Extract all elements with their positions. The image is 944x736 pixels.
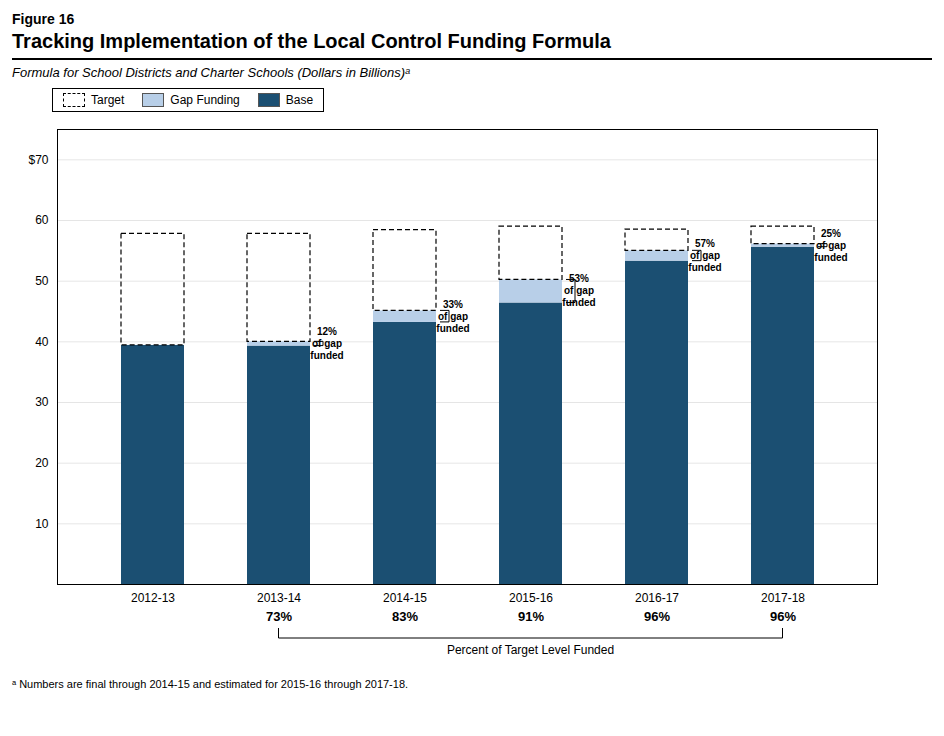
svg-text:96%: 96% bbox=[770, 609, 796, 624]
svg-text:73%: 73% bbox=[266, 609, 292, 624]
svg-text:2015-16: 2015-16 bbox=[509, 591, 553, 605]
svg-text:40: 40 bbox=[35, 335, 49, 349]
svg-text:2013-14: 2013-14 bbox=[257, 591, 301, 605]
svg-text:2017-18: 2017-18 bbox=[761, 591, 805, 605]
svg-text:25%of gapfunded: 25%of gapfunded bbox=[814, 228, 847, 263]
svg-text:10: 10 bbox=[35, 517, 49, 531]
svg-text:2016-17: 2016-17 bbox=[635, 591, 679, 605]
svg-text:53%of gapfunded: 53%of gapfunded bbox=[562, 273, 595, 308]
svg-text:50: 50 bbox=[35, 274, 49, 288]
html-text:Figure 16: Figure 16 bbox=[12, 11, 75, 27]
svg-text:30: 30 bbox=[35, 395, 49, 409]
html-text:Formula for School Districts a: Formula for School Districts and Charter… bbox=[12, 65, 410, 80]
html-text:Tracking Implementation of the: Tracking Implementation of the Local Con… bbox=[12, 30, 611, 52]
svg-text:33%of gapfunded: 33%of gapfunded bbox=[436, 299, 469, 334]
html-text:Target: Target bbox=[91, 93, 125, 107]
svg-text:2012-13: 2012-13 bbox=[131, 591, 175, 605]
html-text:ᵃ Numbers are final through 20: ᵃ Numbers are final through 2014-15 and … bbox=[12, 678, 409, 690]
svg-text:20: 20 bbox=[35, 456, 49, 470]
html-text:Gap Funding: Gap Funding bbox=[170, 93, 240, 107]
html-text:Base: Base bbox=[285, 93, 314, 107]
svg-text:57%of gapfunded: 57%of gapfunded bbox=[688, 238, 721, 273]
svg-text:12%of gapfunded: 12%of gapfunded bbox=[310, 326, 343, 361]
svg-text:$70: $70 bbox=[28, 153, 48, 167]
svg-text:96%: 96% bbox=[644, 609, 670, 624]
svg-text:60: 60 bbox=[35, 213, 49, 227]
svg-text:83%: 83% bbox=[392, 609, 418, 624]
svg-text:Percent of Target Level Funded: Percent of Target Level Funded bbox=[447, 643, 614, 657]
svg-text:91%: 91% bbox=[518, 609, 544, 624]
svg-text:2014-15: 2014-15 bbox=[383, 591, 427, 605]
